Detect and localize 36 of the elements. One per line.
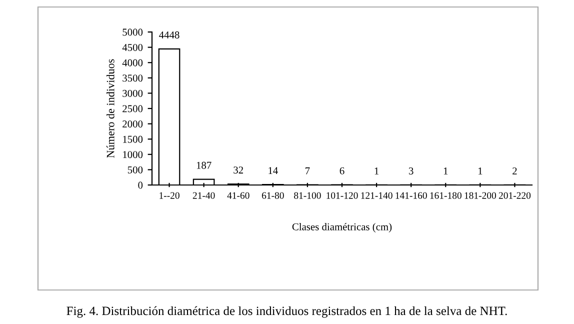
caption: Fig. 4. Distribución diamétrica de los individuos registrados en 1 ha de la selva de NHT. — [66, 306, 507, 318]
data-label: 1 — [444, 168, 448, 174]
y-tick-label: 0 — [138, 182, 143, 189]
data-label: 6 — [340, 167, 344, 174]
x-tick-label: 121-140 — [361, 192, 392, 199]
data-label: 14 — [268, 167, 278, 174]
y-tick-label: 3500 — [122, 74, 143, 82]
y-tick-label: 1500 — [123, 136, 143, 143]
x-tick-label: 101-120 — [326, 192, 358, 199]
y-tick-label: 500 — [128, 166, 143, 174]
data-label: 2 — [512, 167, 517, 174]
x-tick-label: 41-60 — [227, 192, 250, 199]
data-label: 3 — [408, 167, 414, 174]
y-axis-title: Número de individuos — [106, 59, 114, 158]
y-tick-label: 2500 — [122, 105, 143, 112]
y-tick-label: 4000 — [122, 59, 143, 66]
x-tick-label: 81-100 — [294, 192, 321, 199]
data-label: 1 — [374, 168, 379, 174]
x-tick-label: 201-220 — [498, 192, 531, 199]
y-tick-label: 1000 — [123, 151, 143, 158]
data-label: 7 — [306, 167, 310, 174]
x-tick-label: 161-180 — [430, 192, 462, 199]
x-tick-label: 1--20 — [160, 192, 180, 199]
y-tick-label: 5000 — [122, 28, 143, 36]
data-label: 4448 — [159, 31, 180, 38]
x-axis-title: Clases diamétricas (cm) — [292, 222, 392, 232]
x-tick-label: 21-40 — [192, 192, 215, 199]
data-label: 32 — [234, 166, 243, 174]
data-label: 1 — [478, 168, 482, 174]
x-tick-label: 141-160 — [396, 192, 427, 199]
y-tick-label: 4500 — [122, 44, 143, 52]
data-label: 187 — [196, 162, 212, 169]
x-tick-label: 181-200 — [464, 192, 496, 199]
y-tick-label: 3000 — [122, 90, 143, 97]
y-tick-label: 2000 — [122, 120, 143, 128]
x-tick-label: 61-80 — [262, 192, 284, 199]
